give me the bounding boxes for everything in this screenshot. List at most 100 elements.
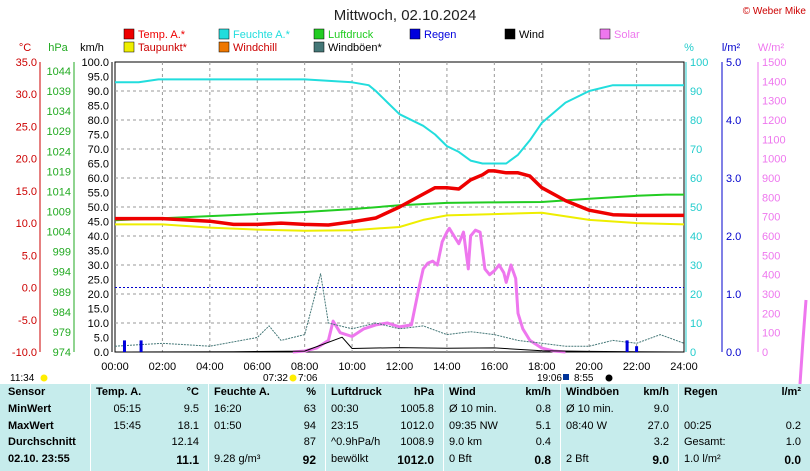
table-column: Luftdruck hPa 00:30 1005.8 23:15 1012.0 ^0.9hP…: [325, 384, 443, 471]
table-row-labels: Sensor MinWert MaxWert Durchschnitt 02.10. 2…: [0, 384, 90, 471]
legend-entry: Windböen*: [328, 42, 383, 54]
tick-solar: 0: [762, 347, 768, 359]
tick-solar: 1100: [762, 134, 786, 146]
solar-edge-trace: [798, 299, 808, 384]
tick-pct: 0: [690, 347, 696, 359]
tick-solar: 500: [762, 250, 780, 262]
legend-entry: Taupunkt*: [138, 42, 188, 54]
table-cell-label: 9.0 km: [449, 436, 483, 448]
tick-time: 02:00: [149, 361, 177, 373]
tick-rain: 1.0: [726, 289, 741, 301]
rain-bar: [139, 340, 143, 352]
table-cell-value: 0.8: [535, 403, 551, 415]
tick-pct: 20: [690, 289, 702, 301]
table-cell-label: Ø 10 min.: [566, 403, 614, 415]
rain-bar: [635, 346, 639, 352]
tick-solar: 800: [762, 192, 780, 204]
tick-time: 20:00: [575, 361, 603, 373]
legend-entry: Temp. A.*: [138, 29, 186, 41]
table-cell-value: 3.2: [653, 436, 669, 448]
table-cell-value: 1012.0: [397, 453, 434, 467]
tick-kmh: 85.0: [88, 101, 109, 113]
stats-table: Sensor MinWert MaxWert Durchschnitt 02.10. 2…: [0, 384, 810, 471]
table-cell-value: 92: [302, 453, 316, 467]
table-column-header: Luftdruck: [331, 386, 382, 398]
table-cell-value: 18.1: [177, 420, 199, 432]
tick-solar: 1200: [762, 115, 786, 127]
tick-time: 04:00: [196, 361, 224, 373]
tick-hpa: 994: [53, 267, 71, 279]
sunrise-time: 07:32: [263, 373, 288, 384]
table-column-header: Wind: [449, 386, 476, 398]
sunset-icon: [563, 374, 569, 380]
table-cell-label: Gesamt:: [684, 436, 726, 448]
table-column-unit: hPa: [413, 386, 434, 398]
tick-solar: 1400: [762, 76, 786, 88]
legend-swatch: [123, 41, 135, 53]
table-row-label: Sensor: [8, 386, 46, 398]
tick-temp: 30.0: [16, 89, 37, 101]
table-cell-value: 0.0: [784, 453, 801, 467]
series-line-wind: [114, 336, 685, 353]
tick-rain: 2.0: [726, 231, 741, 243]
tick-kmh: 25.0: [88, 275, 109, 287]
table-row-label: MinWert: [8, 403, 52, 415]
tick-temp: 15.0: [16, 186, 37, 198]
legend-swatch: [313, 41, 325, 53]
tick-kmh: 10.0: [88, 318, 109, 330]
table-cell-value: 9.0: [652, 453, 669, 467]
axis-unit-solar: W/m²: [758, 42, 785, 54]
table-cell-label: 0 Bft: [449, 453, 472, 465]
legend-swatch: [409, 28, 421, 40]
tick-kmh: 80.0: [88, 115, 109, 127]
tick-kmh: 100.0: [81, 57, 109, 69]
table-cell-label: bewölkt: [331, 453, 369, 465]
tick-temp: 25.0: [16, 121, 37, 133]
tick-temp: 20.0: [16, 154, 37, 166]
tick-hpa: 1034: [47, 106, 71, 118]
tick-kmh: 75.0: [88, 130, 109, 142]
table-cell-value: 9.0: [653, 403, 669, 415]
tick-solar: 1000: [762, 154, 786, 166]
tick-solar: 900: [762, 173, 780, 185]
table-cell-label: 15:45: [113, 420, 141, 432]
table-cell-label: 16:20: [214, 403, 242, 415]
tick-solar: 400: [762, 270, 780, 282]
tick-kmh: 35.0: [88, 246, 109, 258]
series-line-feuchte-a: [115, 78, 684, 165]
legend-swatch: [218, 28, 230, 40]
tick-pct: 50: [690, 202, 702, 214]
tick-time: 12:00: [386, 361, 414, 373]
tick-hpa: 1009: [47, 207, 71, 219]
legend-entry: Luftdruck: [328, 29, 374, 41]
table-row-label: Durchschnitt: [8, 436, 76, 448]
sun-icon: [40, 374, 48, 382]
tick-kmh: 20.0: [88, 289, 109, 301]
tick-solar: 200: [762, 308, 780, 320]
table-cell-value: 94: [303, 420, 316, 432]
tick-hpa: 1004: [47, 227, 71, 239]
tick-rain: 3.0: [726, 173, 741, 185]
tick-solar: 1500: [762, 57, 786, 69]
tick-hpa: 1039: [47, 86, 71, 98]
table-row-label: 02.10. 23:55: [8, 453, 70, 465]
axis-unit-temp: °C: [19, 42, 31, 54]
tick-solar: 100: [762, 328, 780, 340]
tick-kmh: 5.0: [94, 333, 109, 345]
table-cell-label: ^0.9hPa/h: [331, 436, 381, 448]
tick-time: 10:00: [338, 361, 366, 373]
legend-entry: Regen: [424, 29, 456, 41]
table-cell-label: 08:40 W: [566, 420, 607, 432]
table-cell-value: 9.5: [183, 403, 199, 415]
table-column-header: Regen: [684, 386, 718, 398]
rain-bar: [625, 340, 629, 352]
tick-time: 24:00: [670, 361, 698, 373]
axis-unit-kmh: km/h: [80, 42, 104, 54]
tick-temp: -10.0: [12, 347, 37, 359]
table-column: Wind km/h Ø 10 min. 0.8 09:35 NW 5.1 9.0 km 0.4…: [443, 384, 560, 471]
tick-hpa: 989: [53, 287, 71, 299]
table-cell-value: 0.4: [535, 436, 551, 448]
tick-kmh: 90.0: [88, 86, 109, 98]
table-cell-value: 0.2: [785, 420, 801, 432]
axis-unit-pct: %: [684, 42, 694, 54]
